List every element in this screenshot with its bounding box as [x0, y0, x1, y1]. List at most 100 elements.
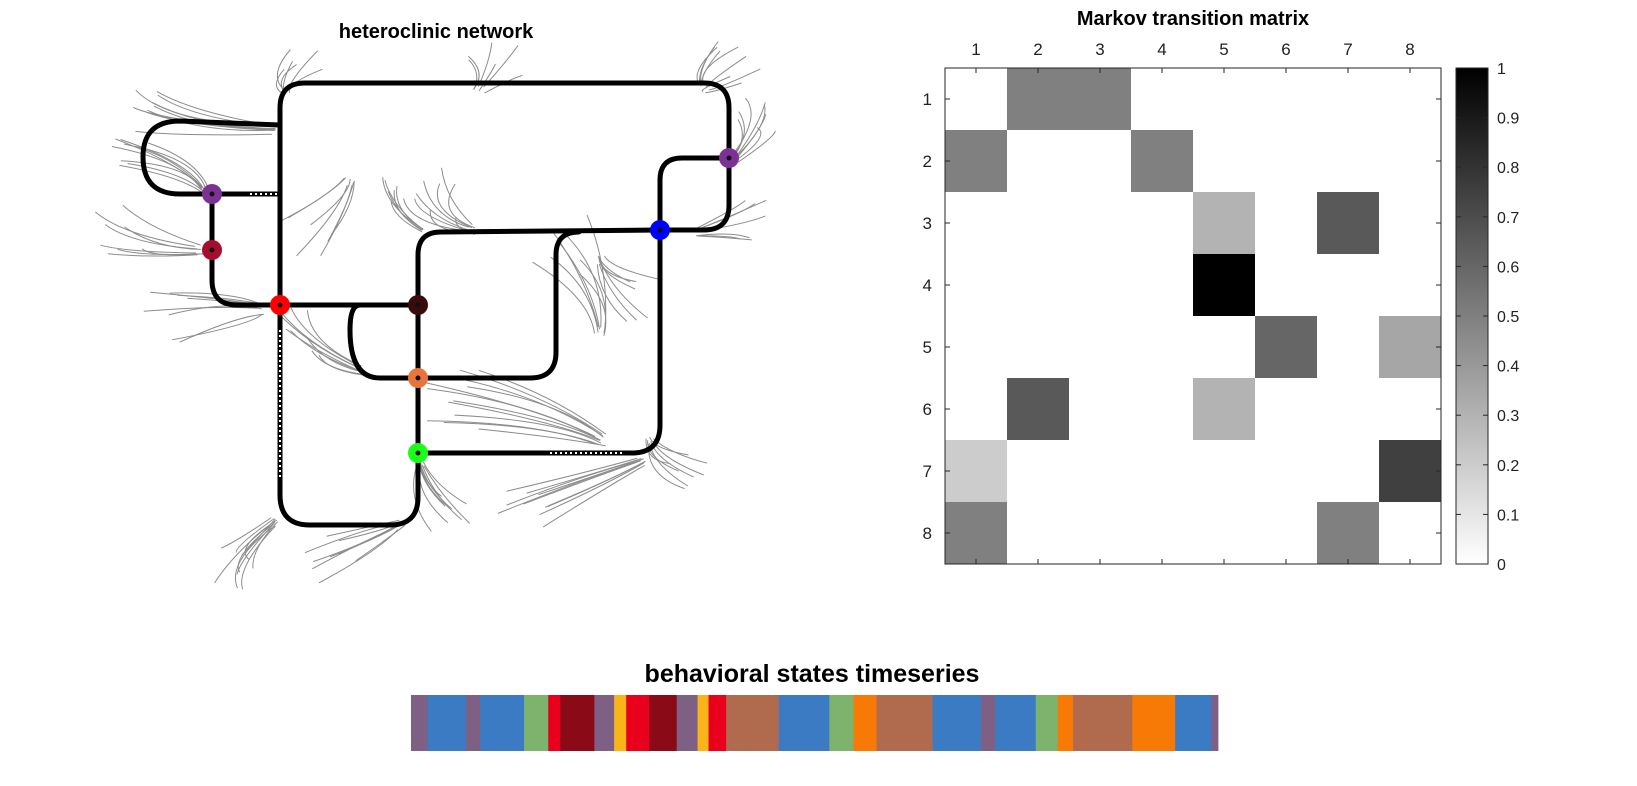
- matrix-cell-4-6: [1255, 254, 1318, 317]
- matrix-cell-2-6: [1255, 130, 1318, 193]
- flow-line: [234, 525, 275, 589]
- matrix-column-label: 4: [1157, 40, 1166, 59]
- flow-trajectories: [94, 41, 776, 590]
- flow-line: [318, 529, 399, 584]
- connection-purple-right-down: [657, 155, 732, 233]
- matrix-cell-1-8: [1379, 68, 1442, 131]
- flow-line: [506, 460, 638, 506]
- flow-line: [384, 180, 422, 229]
- flow-line: [422, 461, 467, 505]
- matrix-cells: [945, 68, 1442, 565]
- flow-line: [100, 244, 197, 254]
- heteroclinic-network-panel: heteroclinic network: [94, 21, 776, 590]
- matrix-cell-7-5: [1193, 440, 1256, 503]
- matrix-cell-3-5: [1193, 192, 1256, 255]
- node-green-lower: [408, 443, 428, 463]
- connection-orange-right: [415, 229, 582, 381]
- flow-line: [579, 259, 607, 334]
- matrix-cell-7-4: [1131, 440, 1194, 503]
- matrix-row-label: 1: [923, 90, 932, 109]
- node-purple-right: [719, 148, 739, 168]
- matrix-cell-1-3: [1069, 68, 1132, 131]
- flow-line: [526, 458, 642, 494]
- matrix-column-label: 2: [1033, 40, 1042, 59]
- colorbar-tick-label: 0.9: [1497, 111, 1519, 128]
- matrix-cell-5-1: [945, 316, 1008, 379]
- network-title: heteroclinic network: [339, 21, 534, 43]
- flow-line: [94, 211, 196, 247]
- matrix-column-label: 3: [1095, 40, 1104, 59]
- flow-line: [425, 382, 596, 437]
- matrix-cell-2-5: [1193, 130, 1256, 193]
- flow-line: [737, 130, 776, 163]
- timeline-segment-1: [411, 695, 428, 751]
- timeline-segment-14: [708, 695, 727, 751]
- timeline-segment-28: [1211, 695, 1219, 751]
- node-center-dot: [209, 247, 215, 253]
- matrix-cell-8-2: [1007, 502, 1070, 565]
- node-center-dot: [415, 302, 421, 308]
- flow-line: [705, 55, 747, 88]
- flow-line: [423, 465, 471, 524]
- matrix-row-label: 5: [923, 338, 932, 357]
- matrix-cell-1-2: [1007, 68, 1070, 131]
- matrix-cell-3-2: [1007, 192, 1070, 255]
- flow-line: [653, 438, 708, 464]
- flow-line: [235, 518, 275, 553]
- matrix-cell-1-7: [1317, 68, 1380, 131]
- node-center-dot: [726, 155, 732, 161]
- matrix-cell-3-1: [945, 192, 1008, 255]
- timeline-segment-15: [726, 695, 780, 751]
- timeline-segment-27: [1175, 695, 1212, 751]
- node-center-dot: [277, 302, 283, 308]
- matrix-cell-8-1: [945, 502, 1008, 565]
- flow-line: [122, 204, 201, 246]
- node-dark-brown-center: [408, 295, 428, 315]
- timeline-segment-21: [980, 695, 996, 751]
- flow-line: [598, 256, 637, 282]
- flow-line: [327, 182, 355, 242]
- matrix-cell-8-7: [1317, 502, 1380, 565]
- connection-red-down: [277, 302, 421, 528]
- flow-line: [698, 235, 752, 241]
- flow-line: [403, 198, 465, 232]
- flow-line: [478, 428, 606, 447]
- matrix-column-label: 6: [1281, 40, 1290, 59]
- matrix-cell-4-8: [1379, 254, 1442, 317]
- flow-line: [649, 436, 689, 456]
- matrix-cell-7-1: [945, 440, 1008, 503]
- matrix-row-label: 7: [923, 462, 932, 481]
- flow-line: [281, 177, 345, 222]
- flow-line: [313, 524, 397, 563]
- timeline-segment-18: [853, 695, 877, 751]
- matrix-row-label: 2: [923, 152, 932, 171]
- flow-line: [119, 164, 204, 194]
- colorbar-tick-label: 1: [1497, 61, 1506, 78]
- flow-line: [275, 68, 285, 94]
- matrix-cell-6-1: [945, 378, 1008, 441]
- flow-line: [701, 199, 767, 229]
- flow-line: [539, 462, 645, 516]
- node-center-dot: [415, 450, 421, 456]
- flow-line: [415, 193, 468, 231]
- flow-line: [172, 313, 263, 341]
- timeseries-panel: behavioral states timeseries: [411, 660, 1219, 751]
- flow-line: [311, 350, 363, 375]
- flow-line: [523, 460, 641, 505]
- network-connections: [140, 80, 732, 528]
- matrix-cell-5-3: [1069, 316, 1132, 379]
- flow-line: [331, 180, 355, 235]
- flow-line: [538, 458, 644, 496]
- flow-line: [120, 139, 204, 189]
- flow-line: [288, 177, 347, 219]
- timeline-segment-5: [524, 695, 549, 751]
- matrix-row-label: 4: [923, 276, 932, 295]
- timeline-segment-24: [1057, 695, 1074, 751]
- colorbar-tick-label: 0.7: [1497, 210, 1519, 227]
- flow-line: [550, 256, 599, 333]
- timeline-segment-3: [465, 695, 481, 751]
- flow-line: [701, 76, 731, 92]
- flow-line: [419, 462, 453, 510]
- matrix-cell-3-3: [1069, 192, 1132, 255]
- timeline-segment-12: [676, 695, 698, 751]
